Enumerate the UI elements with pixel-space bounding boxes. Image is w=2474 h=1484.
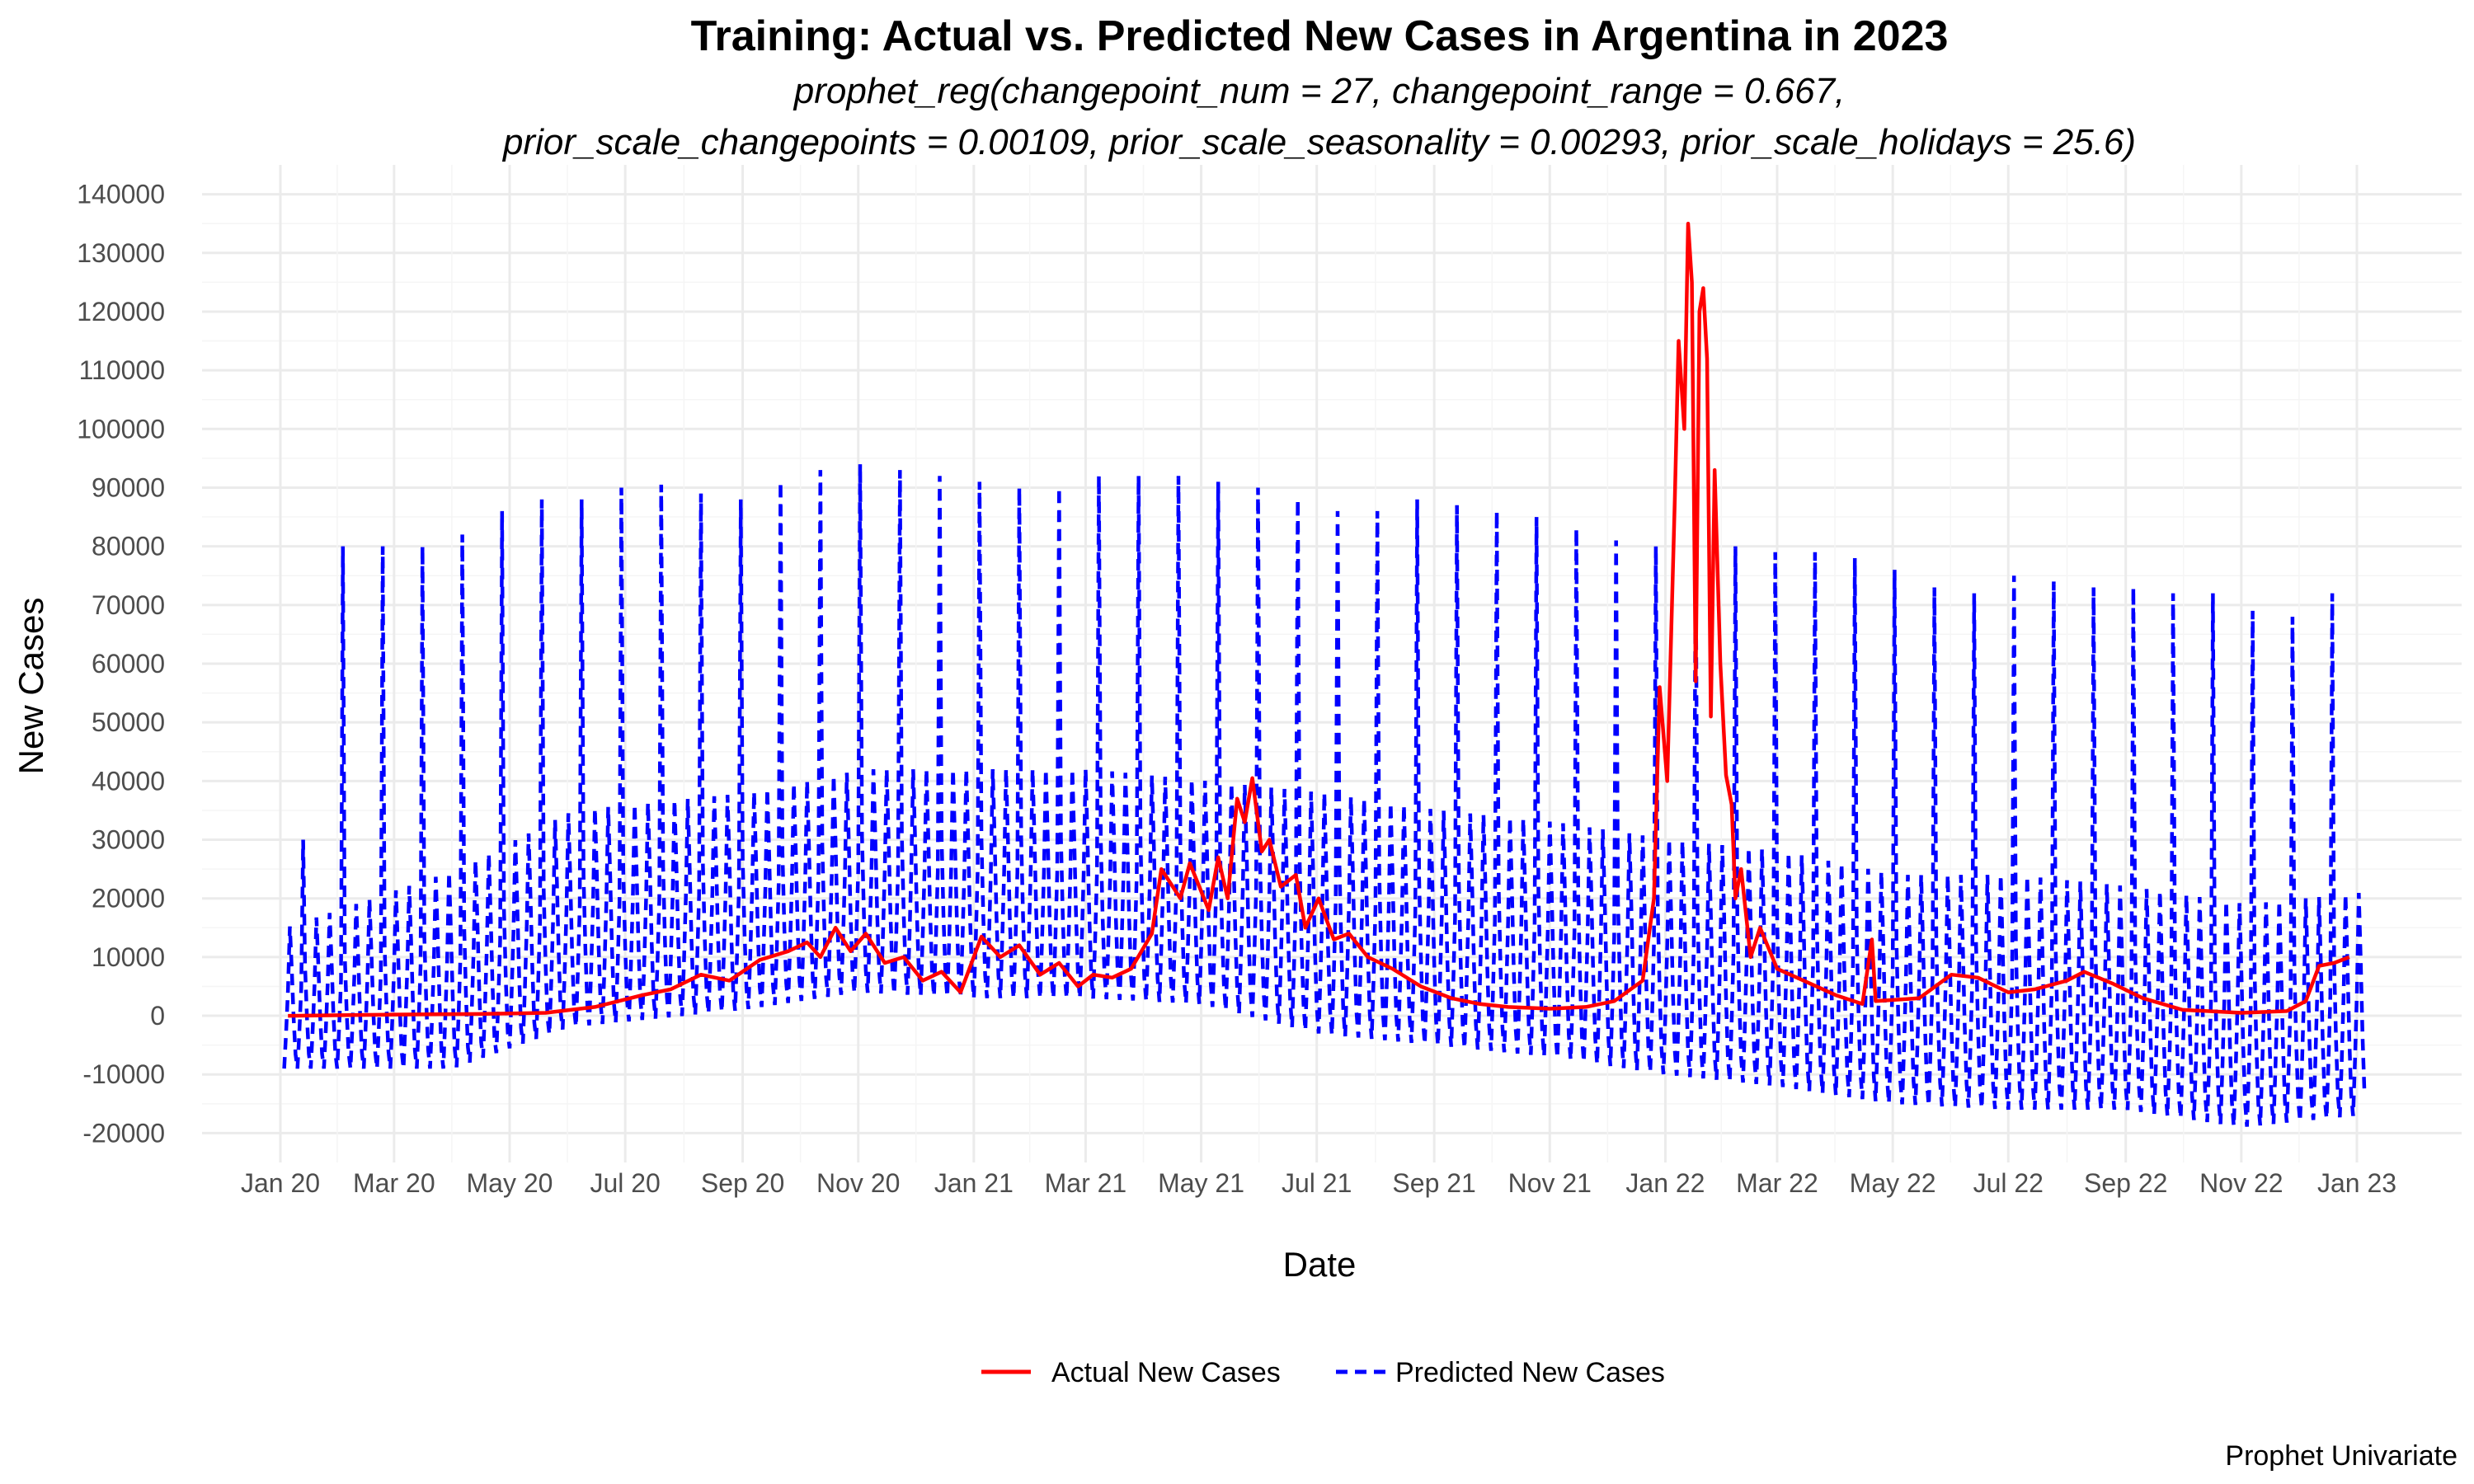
grid-lines [202,165,2462,1162]
y-axis-ticks: -20000 -10000 0 10000 20000 30000 40000 50000 60… [77,180,165,1148]
x-tick-label: May 22 [1850,1168,1936,1198]
y-tick-label: 140000 [77,180,165,209]
x-tick-label: Mar 22 [1736,1168,1818,1198]
series-predicted [282,463,2367,1127]
y-tick-label: 80000 [92,532,165,561]
x-tick-label: Nov 22 [2199,1168,2283,1198]
y-tick-label: -20000 [82,1118,165,1148]
y-tick-label: 130000 [77,238,165,268]
chart-subtitle: prophet_reg(changepoint_num = 27, change… [502,71,2137,162]
x-tick-label: Sep 21 [1392,1168,1475,1198]
x-tick-label: Mar 21 [1045,1168,1127,1198]
x-axis-ticks: Jan 20 Mar 20 May 20 Jul 20 Sep 20 Nov 20 Jan … [241,1168,2396,1198]
x-tick-label: Jan 21 [934,1168,1014,1198]
x-tick-label: Jan 20 [241,1168,320,1198]
x-tick-label: Jul 21 [1282,1168,1352,1198]
y-tick-label: 0 [150,1001,165,1031]
y-tick-label: 60000 [92,649,165,679]
x-tick-label: Sep 22 [2084,1168,2167,1198]
x-axis-label: Date [1283,1245,1357,1284]
chart-caption: Prophet Univariate [2225,1440,2458,1472]
chart-title: Training: Actual vs. Predicted New Cases… [690,12,1949,60]
x-tick-label: Jul 22 [1973,1168,2044,1198]
y-tick-label: 120000 [77,297,165,326]
y-tick-label: 100000 [77,414,165,444]
legend-label-actual: Actual New Cases [1051,1357,1281,1388]
x-tick-label: Jan 23 [2317,1168,2396,1198]
y-tick-label: 90000 [92,472,165,502]
y-tick-label: -10000 [82,1059,165,1089]
x-tick-label: Nov 20 [816,1168,900,1198]
x-tick-label: Mar 20 [353,1168,435,1198]
y-tick-label: 10000 [92,942,165,972]
y-tick-label: 40000 [92,766,165,796]
legend: Actual New Cases Predicted New Cases [981,1357,1665,1388]
legend-label-predicted: Predicted New Cases [1395,1357,1665,1388]
x-tick-label: Jul 20 [590,1168,660,1198]
series-actual [288,221,2350,1018]
x-tick-label: May 20 [467,1168,553,1198]
y-tick-label: 30000 [92,825,165,855]
x-tick-label: May 21 [1158,1168,1244,1198]
series-line-actual [288,221,2350,1018]
y-tick-label: 20000 [92,884,165,913]
x-tick-label: Nov 21 [1508,1168,1592,1198]
y-tick-label: 70000 [92,590,165,620]
x-tick-label: Jan 22 [1625,1168,1705,1198]
x-tick-label: Sep 20 [701,1168,784,1198]
y-axis-label: New Cases [12,598,50,775]
y-tick-label: 50000 [92,707,165,737]
y-tick-label: 110000 [79,355,165,385]
series-line-predicted [282,463,2367,1127]
